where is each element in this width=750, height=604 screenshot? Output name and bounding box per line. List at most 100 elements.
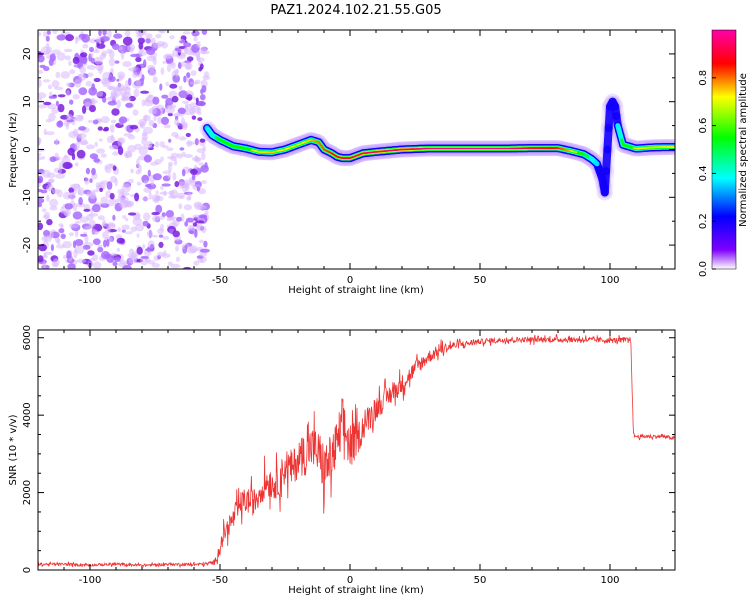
y-tick-label: 6000 <box>22 325 33 350</box>
noise-blob <box>171 153 179 158</box>
noise-blob <box>121 51 125 60</box>
noise-blob <box>91 98 95 102</box>
noise-blob <box>186 196 191 200</box>
noise-blob <box>190 169 198 175</box>
noise-blob <box>172 231 180 238</box>
noise-blob <box>109 50 115 58</box>
noise-blob <box>179 203 183 209</box>
noise-blob <box>47 172 56 178</box>
noise-blob <box>142 74 145 81</box>
noise-blob <box>153 43 162 48</box>
noise-blob <box>143 115 151 122</box>
y-tick-label: 20 <box>22 48 33 61</box>
noise-blob <box>101 153 107 157</box>
noise-blob <box>43 102 51 105</box>
noise-blob <box>51 244 54 251</box>
noise-blob <box>199 240 204 244</box>
noise-blob <box>198 162 204 165</box>
noise-blob <box>52 27 57 34</box>
noise-blob <box>94 78 101 82</box>
noise-blob <box>169 35 174 39</box>
noise-blob <box>48 179 55 184</box>
noise-blob <box>187 56 194 61</box>
noise-blob <box>200 249 210 253</box>
noise-blob <box>161 67 165 75</box>
noise-blob <box>119 116 127 123</box>
noise-blob <box>162 171 171 175</box>
noise-blob <box>80 52 87 57</box>
noise-blob <box>200 47 207 54</box>
noise-blob <box>65 55 71 60</box>
noise-blob <box>189 108 195 114</box>
noise-blob <box>137 247 143 255</box>
noise-blob <box>156 190 159 194</box>
noise-blob <box>146 48 155 55</box>
noise-blob <box>181 61 185 67</box>
noise-blob <box>197 205 207 210</box>
noise-blob <box>89 213 99 217</box>
noise-blob <box>145 248 155 251</box>
noise-blob <box>77 150 86 159</box>
noise-blob <box>92 204 101 212</box>
noise-blob <box>112 151 119 155</box>
noise-blob <box>140 256 149 259</box>
noise-blob <box>177 193 185 198</box>
colorbar-tick-label: 0.4 <box>698 165 709 181</box>
noise-blob <box>128 67 137 71</box>
noise-blob <box>197 224 204 231</box>
noise-blob <box>93 158 100 162</box>
noise-blob <box>176 217 182 222</box>
noise-blob <box>148 108 157 115</box>
noise-blob <box>202 28 207 35</box>
noise-blob <box>77 259 87 263</box>
noise-blob <box>162 183 171 186</box>
noise-blob <box>135 80 141 86</box>
noise-blob <box>190 70 196 76</box>
noise-blob <box>69 232 74 236</box>
noise-blob <box>161 117 169 125</box>
noise-blob <box>168 162 173 167</box>
noise-blob <box>92 229 98 234</box>
noise-blob <box>89 105 96 112</box>
noise-blob <box>168 262 173 266</box>
noise-blob <box>142 133 148 140</box>
noise-blob <box>178 108 186 115</box>
noise-blob <box>201 152 205 160</box>
noise-blob <box>55 138 58 145</box>
noise-blob <box>66 83 71 87</box>
noise-blob <box>113 33 122 38</box>
y-tick-label: 0 <box>22 146 33 152</box>
noise-blob <box>60 206 64 213</box>
noise-blob <box>90 192 96 199</box>
noise-blob <box>62 162 72 169</box>
noise-blob <box>91 168 96 175</box>
noise-blob <box>103 240 107 248</box>
colorbar-tick-label: 0.8 <box>698 70 709 86</box>
noise-blob <box>100 197 108 205</box>
noise-blob <box>117 227 121 232</box>
y-tick-label: 10 <box>22 95 33 108</box>
noise-blob <box>116 100 121 109</box>
noise-blob <box>36 32 41 37</box>
noise-blob <box>155 34 161 39</box>
noise-blob <box>121 225 130 231</box>
noise-blob <box>200 165 209 173</box>
noise-blob <box>128 212 136 215</box>
noise-blob <box>125 30 131 37</box>
noise-blob <box>65 34 74 41</box>
noise-blob <box>79 141 89 145</box>
figure-title: PAZ1.2024.102.21.55.G05 <box>270 3 441 18</box>
spectrogram-ridge <box>207 102 675 193</box>
noise-blob <box>134 144 142 150</box>
noise-blob <box>138 165 142 174</box>
noise-blob <box>165 106 175 114</box>
noise-blob <box>153 76 158 83</box>
noise-blob <box>66 123 69 130</box>
noise-blob <box>117 248 120 252</box>
noise-blob <box>196 52 200 60</box>
noise-blob <box>111 108 119 116</box>
noise-blob <box>203 241 207 248</box>
noise-blob <box>159 84 162 91</box>
